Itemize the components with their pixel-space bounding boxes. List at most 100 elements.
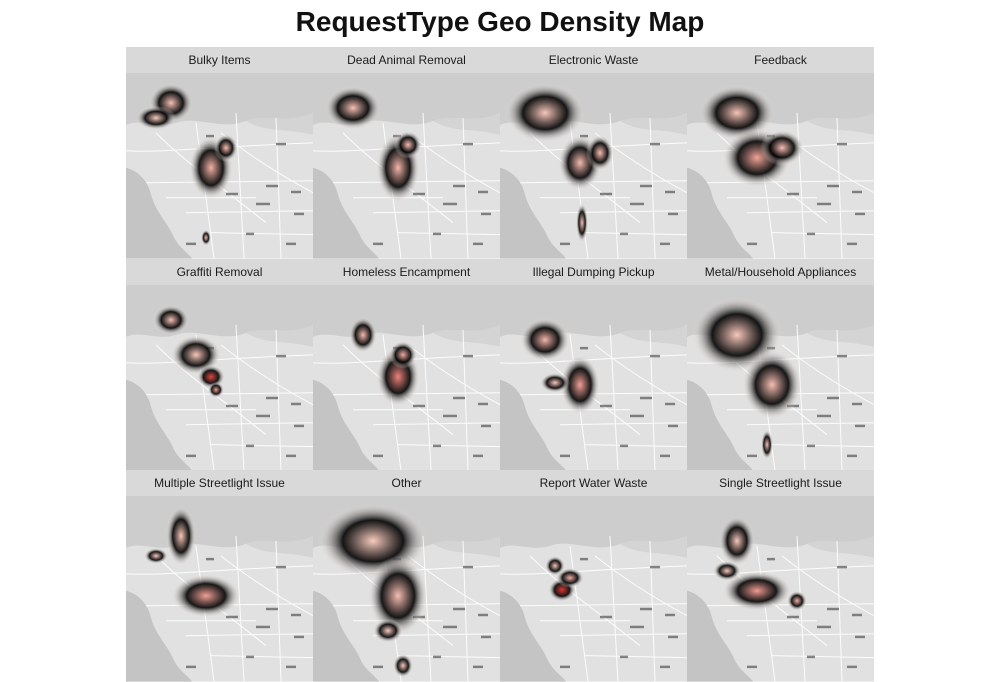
ocean-area	[126, 167, 192, 259]
mountain-terrain	[500, 496, 687, 549]
density-blob	[560, 354, 600, 415]
density-blob	[349, 316, 377, 353]
density-blob	[576, 202, 588, 243]
map-title: RequestType Geo Density Map	[295, 6, 705, 37]
density-blob	[171, 574, 241, 618]
density-blob	[742, 349, 802, 420]
mountain-terrain	[126, 496, 313, 549]
facet-panel: Other	[313, 470, 500, 682]
facet-grid: Bulky Items Dead Animal Removal Electronic…	[126, 47, 874, 682]
facet-strip-label: Dead Animal Removal	[313, 47, 500, 73]
facet-panel: Dead Animal Removal	[313, 47, 500, 259]
basemap	[313, 284, 500, 471]
ocean-area	[500, 167, 566, 259]
basemap	[500, 73, 687, 259]
basemap	[687, 496, 874, 682]
ocean-area	[687, 379, 753, 471]
ocean-area	[313, 590, 379, 682]
density-blob	[556, 568, 584, 588]
facet-strip-label: Bulky Items	[126, 47, 313, 73]
mountain-terrain	[433, 112, 500, 135]
mountain-terrain	[246, 536, 313, 559]
mountain-terrain	[620, 324, 687, 347]
density-blob	[719, 516, 755, 567]
density-blob	[389, 340, 417, 369]
basemap	[687, 284, 874, 471]
facet-strip-label: Single Streetlight Issue	[687, 470, 874, 497]
density-blob	[505, 82, 585, 143]
density-map-svg	[500, 496, 687, 682]
facet-strip-label: Multiple Streetlight Issue	[126, 470, 313, 497]
facet-strip-label: Report Water Waste	[500, 470, 687, 497]
density-blob	[153, 304, 189, 335]
mountain-terrain	[807, 112, 874, 135]
facet-panel: Illegal Dumping Pickup	[500, 258, 687, 471]
facet-panel: Bulky Items	[126, 47, 313, 259]
basemap	[313, 496, 500, 682]
density-map-svg	[500, 284, 687, 471]
density-blob	[761, 429, 773, 460]
density-blob	[171, 334, 221, 375]
density-blob	[325, 85, 381, 130]
mountain-terrain	[246, 112, 313, 135]
density-blob	[787, 590, 807, 611]
mountain-terrain	[620, 112, 687, 135]
facet-panel: Feedback	[687, 47, 874, 259]
density-blob	[393, 653, 413, 678]
facet-strip-label: Other	[313, 470, 500, 497]
density-map-svg	[500, 73, 687, 259]
density-map-svg	[313, 284, 500, 471]
density-blob	[545, 556, 565, 577]
facet-panel: Single Streetlight Issue	[687, 470, 874, 682]
density-blob	[394, 130, 422, 159]
density-map-svg	[126, 496, 313, 682]
basemap	[500, 284, 687, 471]
basemap	[313, 73, 500, 259]
mountain-terrain	[246, 324, 313, 347]
basemap	[126, 73, 313, 259]
facet-strip-label: Electronic Waste	[500, 47, 687, 73]
density-map-svg	[126, 73, 313, 259]
density-blob	[373, 618, 403, 643]
density-blob	[722, 571, 792, 611]
ocean-area	[126, 379, 192, 471]
density-map-svg	[313, 73, 500, 259]
density-map-svg	[687, 496, 874, 682]
density-map-svg	[313, 496, 500, 682]
density-blob	[699, 84, 775, 141]
map-place-markers	[747, 558, 865, 669]
mountain-terrain	[687, 496, 874, 549]
density-blob	[540, 372, 570, 393]
ocean-area	[500, 379, 566, 471]
density-blob	[136, 105, 176, 130]
mountain-terrain	[433, 324, 500, 347]
facet-panel: Homeless Encampment	[313, 258, 500, 471]
mountain-terrain	[807, 324, 874, 347]
facet-strip-label: Graffiti Removal	[126, 258, 313, 285]
basemap	[687, 73, 874, 259]
facet-panel: Electronic Waste	[500, 47, 687, 259]
map-place-markers	[186, 558, 304, 669]
density-blob	[713, 561, 741, 582]
density-blob	[586, 134, 614, 171]
mountain-terrain	[433, 536, 500, 559]
density-blob	[144, 548, 168, 565]
mountain-terrain	[313, 284, 500, 337]
ocean-area	[313, 167, 379, 259]
density-map-svg	[687, 73, 874, 259]
facet-panel: Metal/Household Appliances	[687, 258, 874, 471]
ocean-area	[313, 379, 379, 471]
facet-strip-label: Homeless Encampment	[313, 258, 500, 285]
facet-strip-label: Feedback	[687, 47, 874, 73]
facet-panel: Report Water Waste	[500, 470, 687, 682]
facet-panel: Graffiti Removal	[126, 258, 313, 471]
facet-strip-label: Illegal Dumping Pickup	[500, 258, 687, 285]
facet-strip-label: Metal/Household Appliances	[687, 258, 874, 285]
density-map-svg	[126, 284, 313, 471]
mountain-terrain	[620, 536, 687, 559]
facet-panel: Multiple Streetlight Issue	[126, 470, 313, 682]
basemap	[500, 496, 687, 682]
density-blob	[214, 133, 238, 162]
map-place-markers	[560, 346, 678, 457]
density-blob	[201, 229, 211, 246]
